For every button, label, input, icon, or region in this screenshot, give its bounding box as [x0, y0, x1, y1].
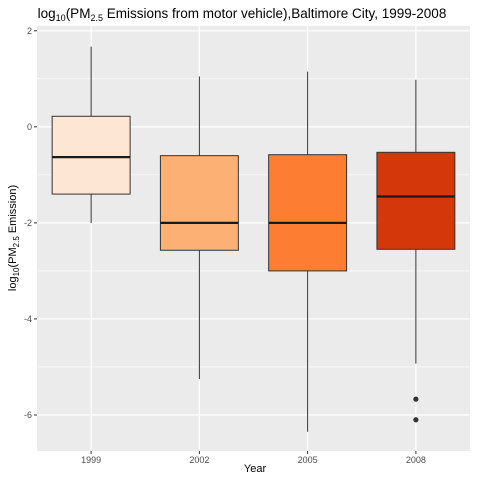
- x-tick-label: 2008: [406, 455, 426, 465]
- outlier-point: [413, 396, 419, 402]
- box-iqr: [376, 151, 456, 250]
- y-tick-label: -2: [24, 218, 32, 228]
- box-2005: [268, 71, 348, 432]
- x-axis: 1999 2002 2005 2008: [81, 451, 426, 465]
- chart-title: log10(PM2.5 Emissions from motor vehicle…: [38, 6, 447, 23]
- box-iqr: [268, 154, 348, 272]
- box-2008: [376, 79, 456, 423]
- outlier-point: [413, 417, 419, 423]
- x-tick-label: 1999: [81, 455, 101, 465]
- y-tick-label: -6: [24, 410, 32, 420]
- y-axis-title: log10(PM2.5 Emission): [7, 185, 21, 291]
- box-1999: [51, 46, 131, 223]
- x-tick-label: 2005: [298, 455, 318, 465]
- box-iqr: [51, 115, 131, 195]
- x-axis-title: Year: [244, 463, 267, 475]
- y-tick-label: -4: [24, 314, 32, 324]
- y-tick-label: 0: [27, 122, 32, 132]
- x-tick-label: 2002: [189, 455, 209, 465]
- y-tick-label: 2: [27, 26, 32, 36]
- box-series: [51, 46, 456, 432]
- y-axis: 2 0 -2 -4 -6: [24, 26, 37, 420]
- box-iqr: [159, 155, 239, 251]
- box-2002: [159, 76, 239, 379]
